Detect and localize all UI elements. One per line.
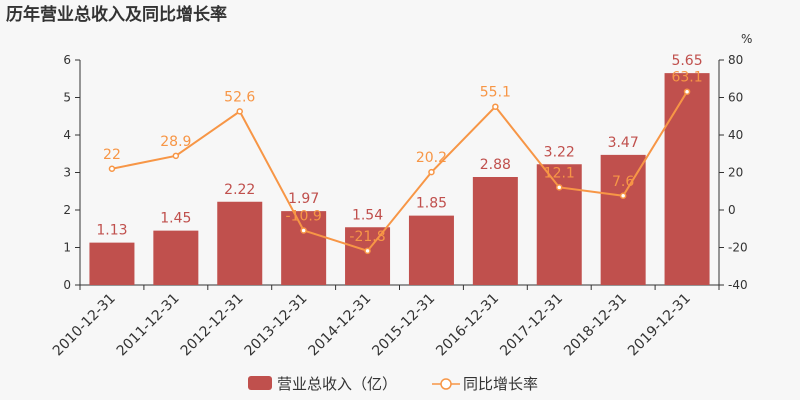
legend[interactable]: 营业总收入（亿） 同比增长率	[248, 375, 538, 393]
line-value-label: -10.9	[286, 208, 322, 224]
bar-value-label: 1.97	[288, 191, 319, 207]
line-value-label: 22	[103, 147, 121, 163]
bar-value-label: 2.88	[480, 157, 511, 173]
line-point	[236, 108, 243, 115]
line-value-label: 20.2	[416, 150, 447, 166]
bar-value-label: 3.47	[608, 135, 639, 151]
legend-bar-label: 营业总收入（亿）	[277, 375, 397, 393]
y-right-tick-label: 80	[728, 53, 743, 67]
bar	[281, 211, 327, 285]
bar	[408, 215, 454, 285]
y-left-tick-label: 5	[63, 91, 71, 105]
chart-title: 历年营业总收入及同比增长率	[6, 4, 227, 25]
y-right-tick-label: 40	[728, 128, 743, 142]
legend-line-marker	[440, 378, 452, 390]
bar-value-label: 5.65	[671, 53, 702, 69]
line-value-label: 63.1	[671, 70, 702, 86]
y-right-tick-label: 0	[728, 203, 736, 217]
legend-line-label: 同比增长率	[463, 375, 538, 393]
x-tick-label: 2011-12-31	[114, 291, 183, 360]
data-labels: 1.13 1.45 2.22 1.97 1.54 1.85 2.88 3.22 3.47 5.65…	[96, 53, 702, 245]
bar-series	[89, 73, 710, 285]
bar-value-label: 1.45	[160, 211, 191, 227]
bar	[536, 164, 582, 285]
y-right-tick-label: -20	[728, 241, 748, 255]
legend-bar-swatch	[248, 376, 272, 390]
line-value-label: 28.9	[160, 134, 191, 150]
bar	[472, 177, 518, 285]
line-point	[172, 152, 180, 160]
line-point	[364, 247, 371, 255]
y-left-tick-label: 1	[63, 241, 71, 255]
x-tick-label: 2015-12-31	[369, 291, 438, 360]
right-axis-unit: %	[741, 32, 752, 46]
bar	[664, 73, 710, 285]
line-point	[108, 165, 116, 172]
y-left-tick-label: 6	[63, 53, 71, 67]
y-left-tick-label: 2	[63, 203, 71, 217]
line-value-label: 55.1	[480, 85, 511, 101]
line-value-label: 12.1	[544, 165, 575, 181]
bar-value-label: 1.13	[96, 223, 127, 239]
bar-value-label: 3.22	[544, 144, 575, 160]
line-value-label: 52.6	[224, 89, 255, 105]
bar	[89, 242, 135, 285]
y-left-tick-label: 4	[63, 128, 71, 142]
line-point	[300, 227, 307, 234]
x-tick-label: 2013-12-31	[242, 291, 311, 360]
line-value-label: -21.8	[349, 229, 385, 245]
y-left-tick-label: 3	[63, 166, 71, 180]
x-tick-label: 2017-12-31	[497, 291, 566, 360]
x-tick-label: 2016-12-31	[433, 291, 502, 360]
x-tick-label: 2012-12-31	[178, 291, 247, 360]
bar	[217, 201, 263, 285]
bar	[153, 230, 199, 285]
x-tick-label: 2010-12-31	[50, 291, 119, 360]
y-left-tick-label: 0	[63, 278, 71, 292]
line-point	[492, 103, 499, 110]
line-series	[108, 88, 691, 255]
x-tick-label: 2018-12-31	[561, 291, 630, 360]
x-tick-label: 2014-12-31	[306, 291, 375, 360]
line-point	[619, 192, 627, 199]
line-point	[428, 168, 435, 176]
bar-value-label: 1.85	[416, 196, 447, 212]
y-right-tick-label: 60	[728, 91, 743, 105]
y-right-tick-label: -40	[728, 278, 748, 292]
bar-value-label: 1.54	[352, 207, 383, 223]
bar-value-label: 2.22	[224, 182, 255, 198]
growth-line	[111, 91, 688, 253]
bar	[600, 154, 646, 285]
bar	[345, 227, 391, 285]
line-value-label: 7.6	[612, 174, 634, 190]
line-point	[683, 88, 691, 95]
y-right-tick-label: 20	[728, 166, 743, 180]
line-point	[556, 184, 563, 191]
x-tick-label: 2019-12-31	[625, 291, 694, 360]
